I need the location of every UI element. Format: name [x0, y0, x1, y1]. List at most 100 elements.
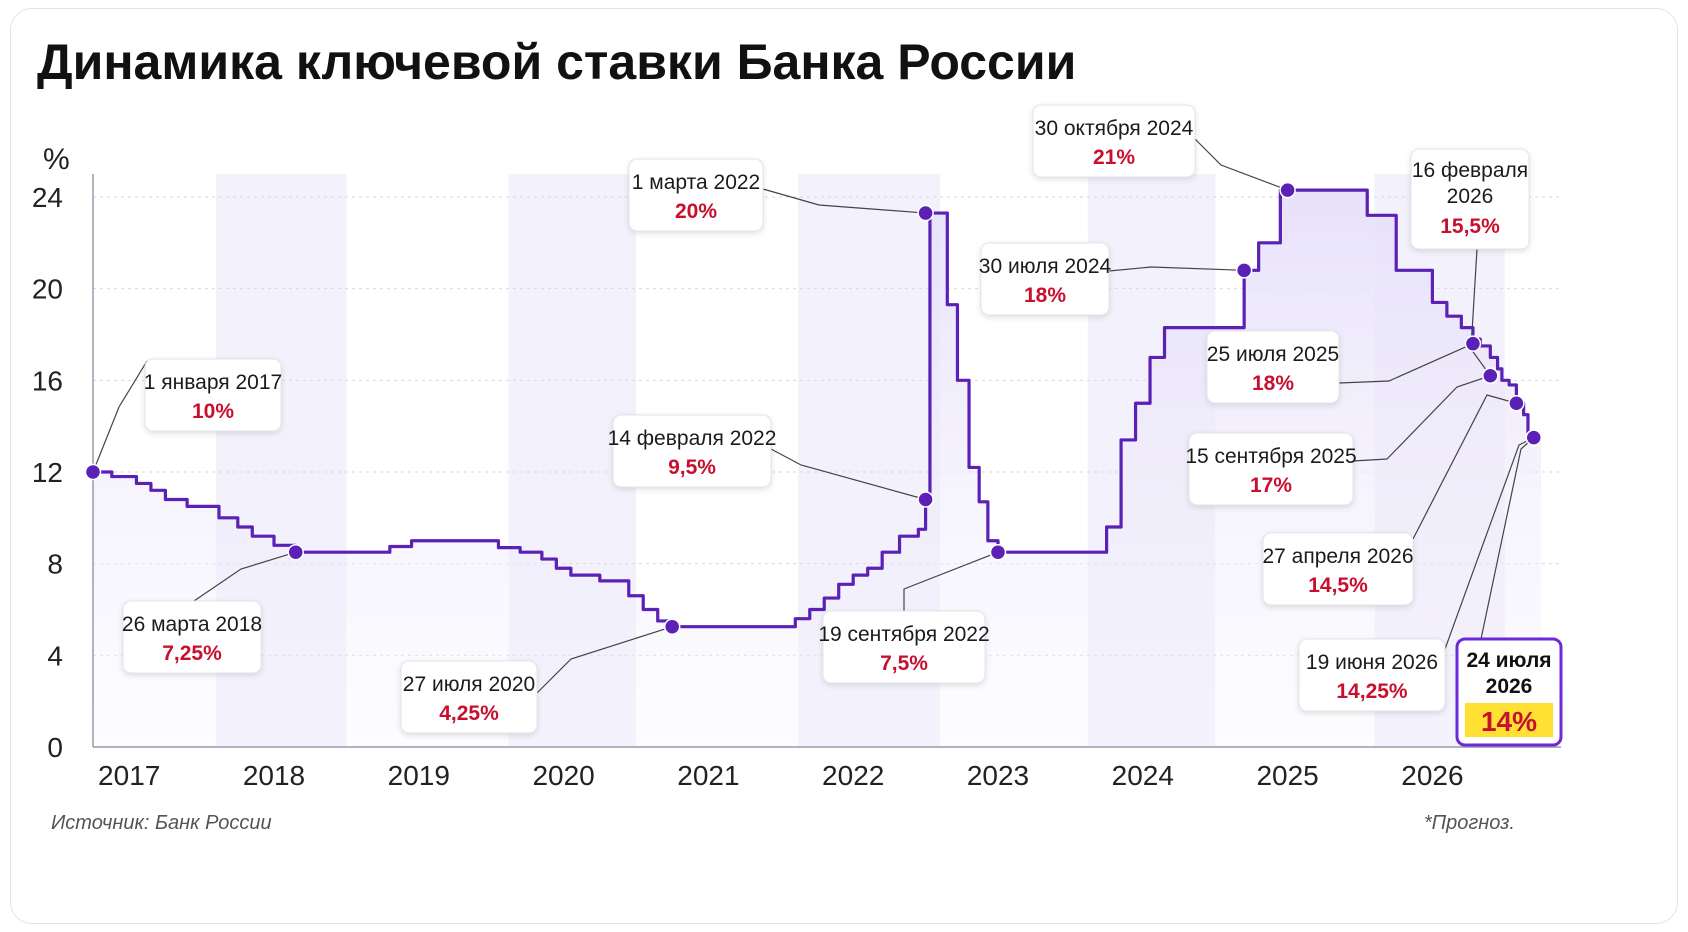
annotation-box-5: 19 сентября 2022 7,5% — [818, 610, 990, 684]
data-point-marker-2 — [663, 618, 681, 635]
annotation-frame-6 — [980, 242, 1110, 316]
annotation-box-9: 15 сентября 2025 17% — [1185, 432, 1357, 506]
annotation-date-0: 1 января 2017 — [144, 371, 282, 394]
annotation-frame-2 — [400, 660, 538, 734]
annotation-frame-11 — [1262, 532, 1414, 606]
annotation-frame-9 — [1188, 432, 1354, 506]
highlight-annotation: 24 июля 2026 14% — [1455, 637, 1563, 747]
annotation-box-2: 27 июля 2020 4,25% — [400, 660, 538, 734]
annotation-frame-10 — [1410, 148, 1530, 250]
annotation-date-11: 27 апреля 2026 — [1262, 545, 1413, 568]
data-point-marker-7 — [1279, 181, 1296, 199]
annotation-date-line2-10: 2026 — [1447, 185, 1494, 208]
annotation-date-2: 27 июля 2020 — [403, 673, 535, 696]
x-tick-2022: 2022 — [822, 760, 884, 791]
annotation-date-12: 19 июня 2026 — [1306, 651, 1438, 674]
source-note: Источник: Банк России — [51, 812, 272, 834]
annotation-box-4: 1 марта 2022 20% — [628, 158, 764, 232]
annotation-box-1: 26 марта 2018 7,25% — [122, 600, 262, 674]
annotation-date-6: 30 июля 2024 — [979, 255, 1112, 278]
annotation-leader-5 — [903, 551, 999, 611]
annotation-value-9: 17% — [1250, 474, 1292, 497]
annotation-frame-3 — [612, 414, 772, 488]
chart-card: Динамика ключевой ставки Банка России % … — [10, 8, 1678, 924]
annotation-date-8: 25 июля 2025 — [1207, 343, 1339, 366]
annotation-frame-0 — [144, 358, 282, 432]
annotation-leader-2 — [536, 626, 673, 694]
annotation-leader-3 — [770, 448, 926, 501]
data-point-marker-1 — [287, 543, 304, 561]
annotation-frame-8 — [1206, 330, 1340, 404]
data-point-marker-13 — [1525, 429, 1543, 446]
annotation-date-1: 26 марта 2018 — [122, 613, 262, 636]
annotation-box-3: 14 февраля 2022 9,5% — [608, 414, 777, 488]
annotation-date-9: 15 сентября 2025 — [1185, 445, 1356, 468]
annotation-box-10: 16 февраля 2026 15,5% — [1410, 148, 1530, 250]
annotation-frame-12 — [1298, 638, 1446, 712]
y-tick-24: 24 — [32, 182, 63, 213]
annotation-frame-4 — [628, 158, 764, 232]
annotation-leader-11 — [1412, 394, 1517, 540]
y-tick-20: 20 — [32, 274, 63, 305]
y-tick-8: 8 — [47, 549, 63, 580]
x-tick-2020: 2020 — [532, 760, 594, 791]
x-tick-2019: 2019 — [388, 760, 450, 791]
annotation-value-3: 9,5% — [668, 456, 716, 479]
annotation-value-0: 10% — [192, 400, 234, 423]
highlight-value-bg — [1465, 703, 1553, 737]
data-point-marker-6 — [1235, 262, 1253, 279]
x-tick-2024: 2024 — [1112, 760, 1174, 791]
annotation-date-7: 30 октября 2024 — [1035, 117, 1194, 140]
annotation-box-12: 19 июня 2026 14,25% — [1298, 638, 1446, 712]
annotation-date-10: 16 февраля — [1412, 159, 1528, 182]
annotation-frame-1 — [122, 600, 262, 674]
data-point-marker-4 — [917, 204, 934, 222]
annotation-value-1: 7,25% — [162, 642, 222, 665]
x-tick-2026: 2026 — [1401, 760, 1463, 791]
y-tick-12: 12 — [32, 457, 63, 488]
annotation-value-8: 18% — [1252, 372, 1294, 395]
annotation-box-11: 27 апреля 2026 14,5% — [1262, 532, 1414, 606]
annotation-value-2: 4,25% — [439, 702, 499, 725]
data-point-marker-11 — [1508, 395, 1525, 412]
annotation-leader-4 — [762, 188, 926, 214]
data-point-marker-5 — [989, 543, 1007, 561]
annotation-box-0: 1 января 2017 10% — [144, 358, 282, 432]
x-tick-2023: 2023 — [967, 760, 1029, 791]
annotation-box-8: 25 июля 2025 18% — [1206, 330, 1340, 404]
annotation-frame-5 — [822, 610, 986, 684]
annotation-date-line2-13: 2026 — [1486, 675, 1533, 698]
annotation-date-13: 24 июля — [1466, 649, 1551, 672]
annotation-leader-6 — [1108, 266, 1245, 272]
annotation-date-4: 1 марта 2022 — [632, 171, 760, 194]
x-tick-2017: 2017 — [98, 760, 160, 791]
annotation-box-6: 30 июля 2024 18% — [979, 242, 1112, 316]
data-point-marker-8 — [1464, 335, 1482, 352]
annotation-leader-1 — [190, 551, 296, 604]
data-point-marker-3 — [917, 491, 934, 508]
y-tick-0: 0 — [47, 732, 63, 763]
annotation-value-4: 20% — [675, 200, 717, 223]
forecast-footnote: *Прогноз. — [1424, 812, 1515, 834]
annotation-leader-9 — [1352, 375, 1491, 462]
data-point-marker-0 — [84, 463, 102, 481]
chart: Динамика ключевой ставки Банка России % … — [32, 34, 1563, 834]
annotation-date-3: 14 февраля 2022 — [608, 427, 777, 450]
chart-title: Динамика ключевой ставки Банка России — [37, 34, 1076, 90]
x-tick-2018: 2018 — [243, 760, 305, 791]
annotation-value-7: 21% — [1093, 146, 1135, 169]
y-tick-4: 4 — [47, 640, 63, 671]
annotation-value-5: 7,5% — [880, 652, 928, 675]
data-point-marker-10 — [1482, 367, 1499, 384]
annotation-date-5: 19 сентября 2022 — [818, 623, 989, 646]
annotation-value-11: 14,5% — [1308, 574, 1368, 597]
y-axis-label: % — [43, 143, 70, 176]
annotation-value-6: 18% — [1024, 284, 1066, 307]
annotation-leader-7 — [1194, 138, 1288, 191]
x-tick-2025: 2025 — [1256, 760, 1318, 791]
annotation-leader-0 — [92, 360, 148, 473]
rate-line — [93, 188, 1541, 629]
x-tick-2021: 2021 — [677, 760, 739, 791]
annotation-value-13: 14% — [1481, 706, 1537, 737]
annotation-value-10: 15,5% — [1440, 215, 1500, 238]
